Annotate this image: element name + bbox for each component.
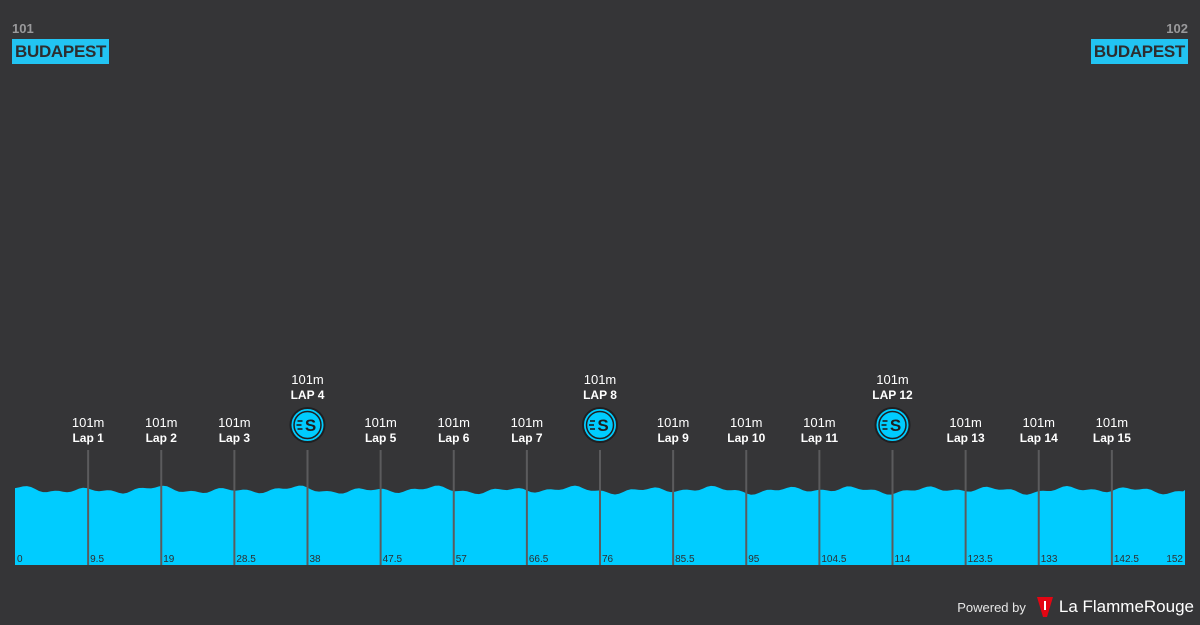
x-tick-label: 9.5	[90, 554, 104, 565]
x-tick-label: 57	[456, 554, 468, 565]
waypoint-label: Lap 15	[1093, 431, 1131, 445]
finish-elevation: 102	[1166, 21, 1188, 36]
sprint-icon-letter: S	[305, 416, 316, 435]
finish-city-name: BUDAPEST	[1090, 39, 1188, 64]
sprint-icon-circle	[582, 407, 618, 443]
waypoint-elevation: 101m	[1022, 415, 1055, 430]
waypoint-elevation: 101m	[145, 415, 178, 430]
waypoint-elevation: 101m	[291, 372, 324, 387]
waypoint-label: Lap 6	[438, 431, 470, 445]
x-tick-label: 95	[748, 554, 760, 565]
sprint-icon-ring	[293, 410, 322, 440]
waypoint-elevation: 101m	[218, 415, 251, 430]
x-tick-label: 114	[895, 554, 911, 565]
waypoint-elevation: 101m	[511, 415, 544, 430]
waypoint-label: Lap 13	[947, 431, 985, 445]
waypoint-elevation: 101m	[730, 415, 763, 430]
waypoint-label: Lap 7	[511, 431, 543, 445]
x-tick-label: 66.5	[529, 554, 549, 565]
waypoint-elevation: 101m	[72, 415, 105, 430]
x-tick-label: 152	[1166, 554, 1183, 565]
waypoint-elevation: 101m	[876, 372, 909, 387]
x-tick-label: 76	[602, 554, 614, 565]
x-tick-label: 47.5	[383, 554, 403, 565]
sprint-icon-ring	[878, 410, 907, 440]
waypoint-label: Lap 11	[801, 431, 839, 445]
sprint-icon: S	[874, 407, 911, 443]
sprint-icon-circle	[289, 407, 326, 443]
start-location: 101 BUDAPEST	[12, 21, 110, 64]
waypoint-label: LAP 12	[872, 388, 913, 402]
sprint-icon-ring	[585, 410, 615, 440]
waypoint-label: Lap 2	[146, 431, 178, 445]
waypoint-elevation: 101m	[803, 415, 836, 430]
x-tick-label: 142.5	[1114, 554, 1139, 565]
waypoint-label: Lap 14	[1020, 431, 1058, 445]
start-city-name: BUDAPEST	[12, 39, 110, 64]
sprint-icon-circle	[874, 407, 911, 443]
waypoint-elevation: 101m	[364, 415, 397, 430]
waypoint-elevation: 101m	[584, 372, 617, 387]
x-tick-label: 0	[17, 554, 23, 565]
waypoint-elevation: 101m	[657, 415, 690, 430]
finish-location: 102 BUDAPEST	[1090, 21, 1188, 64]
powered-by-footer: Powered by La FlammeRouge	[957, 596, 1194, 618]
waypoint-label: LAP 8	[583, 388, 617, 402]
waypoint-elevation: 101m	[437, 415, 470, 430]
x-tick-label: 104.5	[821, 554, 846, 565]
x-tick-label: 38	[310, 554, 322, 565]
sprint-icon: S	[289, 407, 326, 443]
waypoint-label: LAP 4	[291, 388, 325, 402]
sprint-icon-letter: S	[597, 416, 608, 435]
waypoint-elevation: 101m	[1096, 415, 1129, 430]
x-tick-label: 19	[163, 554, 175, 565]
powered-by-label: Powered by	[957, 599, 1026, 615]
waypoint-label: Lap 1	[72, 431, 104, 445]
x-tick-label: 133	[1041, 554, 1058, 565]
waypoint-label: Lap 5	[365, 431, 397, 445]
x-tick-label: 85.5	[675, 554, 695, 565]
brand-name: La FlammeRouge	[1058, 597, 1194, 616]
waypoint-label: Lap 9	[657, 431, 689, 445]
waypoint-elevation: 101m	[949, 415, 982, 430]
sprint-icon: S	[582, 407, 618, 443]
waypoint-label: Lap 3	[219, 431, 251, 445]
flamme-rouge-logo-icon	[1036, 597, 1053, 617]
start-elevation: 101	[12, 21, 34, 36]
x-tick-label: 123.5	[968, 554, 993, 565]
x-tick-label: 28.5	[236, 554, 256, 565]
waypoint-label: Lap 10	[727, 431, 765, 445]
sprint-icon-letter: S	[890, 416, 901, 435]
